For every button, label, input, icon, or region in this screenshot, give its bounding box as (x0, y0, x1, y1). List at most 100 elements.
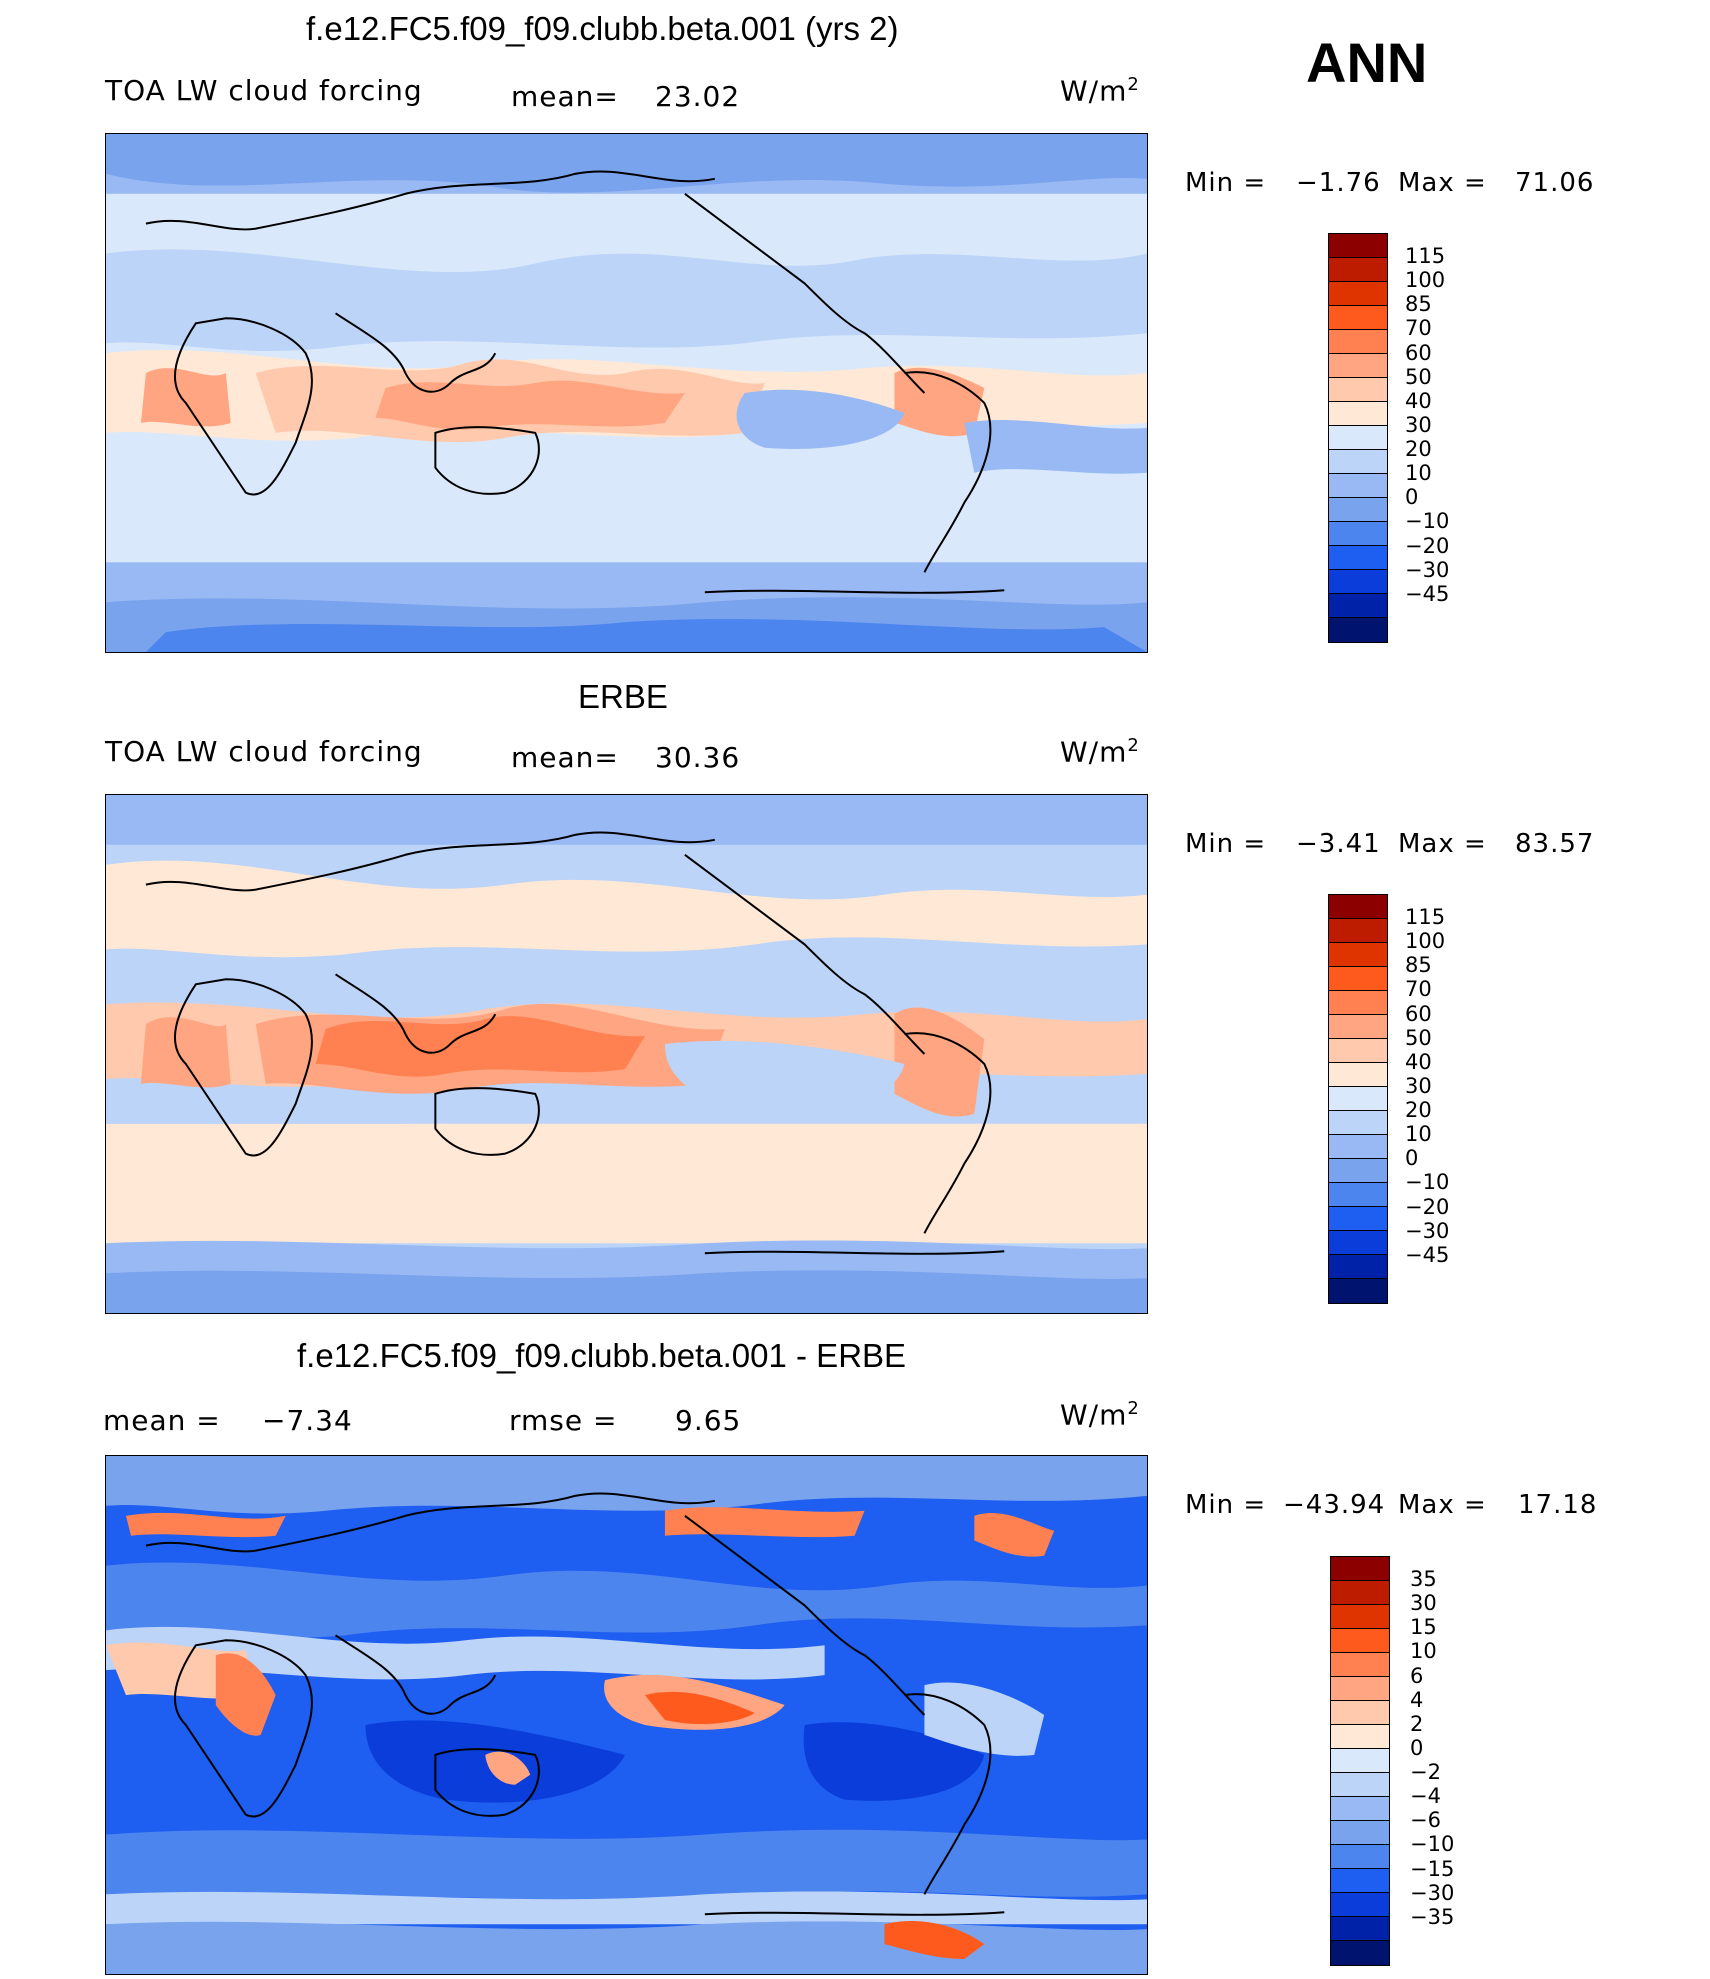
panel-3-title: f.e12.FC5.f09_f09.clubb.beta.001 - ERBE (297, 1337, 907, 1374)
colorbar-segment (1329, 895, 1387, 919)
colorbar-segment (1329, 354, 1387, 378)
colorbar-segment (1329, 1111, 1387, 1135)
colorbar-segment (1331, 1653, 1389, 1677)
colorbar-tick-label: 10 (1405, 461, 1432, 486)
colorbar-segment (1331, 1557, 1389, 1581)
colorbar-tick-label: −45 (1405, 581, 1450, 606)
colorbar-segment (1329, 991, 1387, 1015)
panel-2-max-label: Max = (1398, 829, 1487, 859)
colorbar-segment (1331, 1629, 1389, 1653)
colorbar-tick-label: 40 (1405, 388, 1432, 413)
colorbar-segment (1331, 1941, 1389, 1965)
colorbar-tick-label: 70 (1405, 316, 1432, 341)
panel-2-field (106, 795, 1147, 1313)
panel-1-mean-label: mean= (511, 80, 619, 113)
colorbar-segment (1329, 1207, 1387, 1231)
colorbar-tick-label: −30 (1410, 1880, 1455, 1905)
colorbar-segment (1329, 1279, 1387, 1303)
colorbar-tick-label: 10 (1405, 1122, 1432, 1147)
colorbar-tick-label: 2 (1410, 1711, 1424, 1736)
colorbar-segment (1329, 258, 1387, 282)
colorbar-tick-label: −10 (1405, 509, 1450, 534)
colorbar-segment (1329, 570, 1387, 594)
panel-2-mean-value: 30.36 (655, 741, 741, 774)
panel-2-min-value: −3.41 (1296, 829, 1381, 859)
panel-2-colorbar (1328, 894, 1388, 1304)
colorbar-segment (1329, 234, 1387, 258)
colorbar-segment (1331, 1581, 1389, 1605)
colorbar-tick-label: −20 (1405, 533, 1450, 558)
colorbar-segment (1329, 450, 1387, 474)
panel-1-units: W/m2 (1060, 74, 1140, 108)
colorbar-segment (1329, 967, 1387, 991)
colorbar-segment (1331, 1917, 1389, 1941)
colorbar-tick-label: 115 (1405, 244, 1446, 269)
panel-3-min-label: Min = (1185, 1490, 1267, 1520)
colorbar-tick-label: −4 (1410, 1784, 1441, 1809)
colorbar-segment (1329, 1063, 1387, 1087)
panel-1-min-label: Min = (1185, 168, 1267, 198)
colorbar-tick-label: −6 (1410, 1808, 1441, 1833)
colorbar-tick-label: 35 (1410, 1567, 1437, 1592)
colorbar-tick-label: 10 (1410, 1639, 1437, 1664)
colorbar-segment (1329, 522, 1387, 546)
colorbar-segment (1329, 594, 1387, 618)
panel-1-min-value: −1.76 (1296, 168, 1381, 198)
colorbar-tick-label: −20 (1405, 1194, 1450, 1219)
panel-3-rmse-value: 9.65 (675, 1404, 742, 1437)
colorbar-tick-label: 70 (1405, 977, 1432, 1002)
colorbar-tick-label: −15 (1410, 1856, 1455, 1881)
colorbar-segment (1331, 1845, 1389, 1869)
panel-3-mean-value: −7.34 (262, 1404, 353, 1437)
colorbar-tick-label: 115 (1405, 905, 1446, 930)
panel-2-max-value: 83.57 (1515, 829, 1595, 859)
colorbar-tick-label: −2 (1410, 1760, 1441, 1785)
panel-1-title: f.e12.FC5.f09_f09.clubb.beta.001 (yrs 2) (306, 10, 899, 47)
colorbar-segment (1329, 1231, 1387, 1255)
colorbar-segment (1329, 546, 1387, 570)
colorbar-segment (1331, 1821, 1389, 1845)
panel-3-units: W/m2 (1060, 1398, 1140, 1432)
panel-2-mean-label: mean= (511, 741, 619, 774)
colorbar-tick-label: −30 (1405, 1218, 1450, 1243)
colorbar-segment (1329, 1255, 1387, 1279)
colorbar-tick-label: 0 (1405, 485, 1419, 510)
colorbar-segment (1329, 426, 1387, 450)
colorbar-tick-label: −10 (1405, 1170, 1450, 1195)
colorbar-tick-label: 85 (1405, 953, 1432, 978)
panel-3-min-value: −43.94 (1283, 1490, 1386, 1520)
colorbar-segment (1331, 1677, 1389, 1701)
panel-3-mean-label: mean = (103, 1404, 221, 1437)
colorbar-segment (1329, 282, 1387, 306)
panel-2-units: W/m2 (1060, 735, 1140, 769)
colorbar-tick-label: 50 (1405, 1025, 1432, 1050)
colorbar-segment (1331, 1605, 1389, 1629)
panel-2-map (105, 794, 1148, 1314)
colorbar-tick-label: 100 (1405, 929, 1446, 954)
panel-3-map (105, 1455, 1148, 1975)
colorbar-tick-label: 15 (1410, 1615, 1437, 1640)
colorbar-segment (1329, 330, 1387, 354)
colorbar-segment (1329, 306, 1387, 330)
colorbar-segment (1329, 618, 1387, 642)
colorbar-segment (1329, 1039, 1387, 1063)
panel-2-title: ERBE (578, 678, 668, 715)
colorbar-tick-label: 30 (1405, 1073, 1432, 1098)
panel-1-field (106, 134, 1147, 652)
panel-2-variable-label: TOA LW cloud forcing (105, 735, 423, 768)
colorbar-tick-label: −10 (1410, 1832, 1455, 1857)
colorbar-tick-label: 6 (1410, 1663, 1424, 1688)
colorbar-tick-label: 0 (1410, 1735, 1424, 1760)
colorbar-segment (1329, 1183, 1387, 1207)
colorbar-tick-label: 0 (1405, 1146, 1419, 1171)
colorbar-tick-label: −35 (1410, 1904, 1455, 1929)
colorbar-segment (1329, 378, 1387, 402)
panel-1-max-value: 71.06 (1515, 168, 1595, 198)
colorbar-tick-label: 85 (1405, 292, 1432, 317)
colorbar-segment (1329, 1159, 1387, 1183)
panel-1-colorbar (1328, 233, 1388, 643)
colorbar-tick-label: −45 (1405, 1242, 1450, 1267)
colorbar-tick-label: 60 (1405, 1001, 1432, 1026)
panel-3-rmse-label: rmse = (509, 1404, 618, 1437)
colorbar-segment (1331, 1797, 1389, 1821)
